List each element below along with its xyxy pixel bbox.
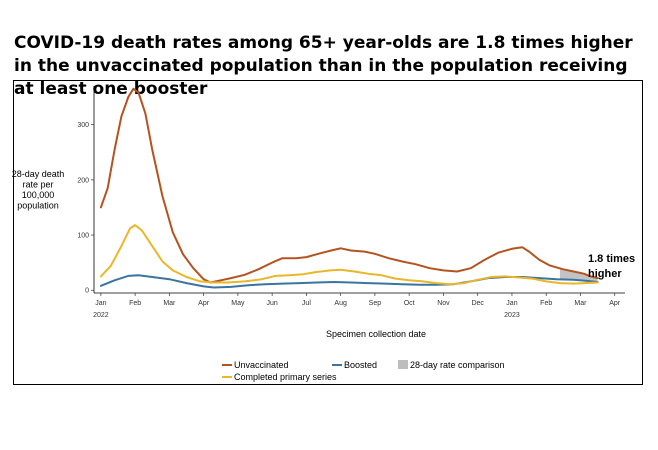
legend-label-completed-primary-series: Completed primary series: [234, 372, 337, 382]
x-tick-label: Jan: [95, 300, 106, 307]
axes: [93, 86, 625, 294]
series-line-unvaccinated: [99, 87, 599, 284]
chart-title: COVID-19 death rates among 65+ year-olds…: [14, 33, 633, 99]
y-axis-label-line: 100,000: [22, 190, 55, 200]
x-tick-label: Aug: [334, 300, 347, 307]
x-tick-year-label: 2022: [93, 312, 109, 319]
y-axis-label-line: rate per: [22, 180, 53, 190]
x-tick-label: May: [231, 300, 245, 307]
y-axis-label-line: population: [17, 201, 59, 211]
legend-label-boosted: Boosted: [344, 360, 377, 370]
x-tick-label: Mar: [574, 300, 587, 307]
x-tick-label: Apr: [609, 300, 621, 307]
x-tick-label: Jan: [506, 300, 517, 307]
annotation-line-1: 1.8 times: [588, 253, 635, 265]
x-tick-label: Apr: [198, 300, 210, 307]
legend-label-unvaccinated: Unvaccinated: [234, 360, 289, 370]
y-ticks: 0 100 200 300: [77, 122, 94, 295]
legend: Unvaccinated Boosted 28-day rate compariso…: [222, 360, 505, 382]
x-tick-label: Nov: [437, 300, 450, 307]
legend-label-28-day-rate-comparison: 28-day rate comparison: [410, 360, 505, 370]
x-tick-label: Feb: [129, 300, 141, 307]
y-tick-label: 0: [85, 288, 89, 295]
y-tick-label: 100: [77, 233, 89, 240]
x-tick-label: Dec: [471, 300, 484, 307]
y-tick-label: 300: [77, 122, 89, 129]
x-axis-label: Specimen collection date: [326, 329, 426, 339]
series-line-completed-primary-series: [99, 224, 599, 286]
comparison-shaded-area: [559, 268, 598, 282]
y-axis-label-line: 28-day death: [12, 169, 65, 179]
x-tick-label: Feb: [540, 300, 552, 307]
x-tick-label: Jul: [302, 300, 311, 307]
x-tick-label: Mar: [163, 300, 176, 307]
x-tick-year-label: 2023: [504, 312, 520, 319]
comparison-shading: [559, 268, 598, 282]
legend-swatch-28-day-rate-comparison: [398, 360, 408, 369]
x-tick-label: Jun: [266, 300, 277, 307]
y-tick-label: 200: [77, 177, 89, 184]
x-tick-label: Sep: [369, 300, 382, 307]
chart-frame: [13, 80, 643, 385]
annotation-line-2: higher: [588, 268, 622, 280]
series-lines: [99, 87, 599, 289]
x-ticks: Jan 2022 Feb Mar Apr May Jun Jul Aug Sep Oct Nov Dec…: [93, 293, 621, 319]
x-tick-label: Oct: [404, 300, 415, 307]
